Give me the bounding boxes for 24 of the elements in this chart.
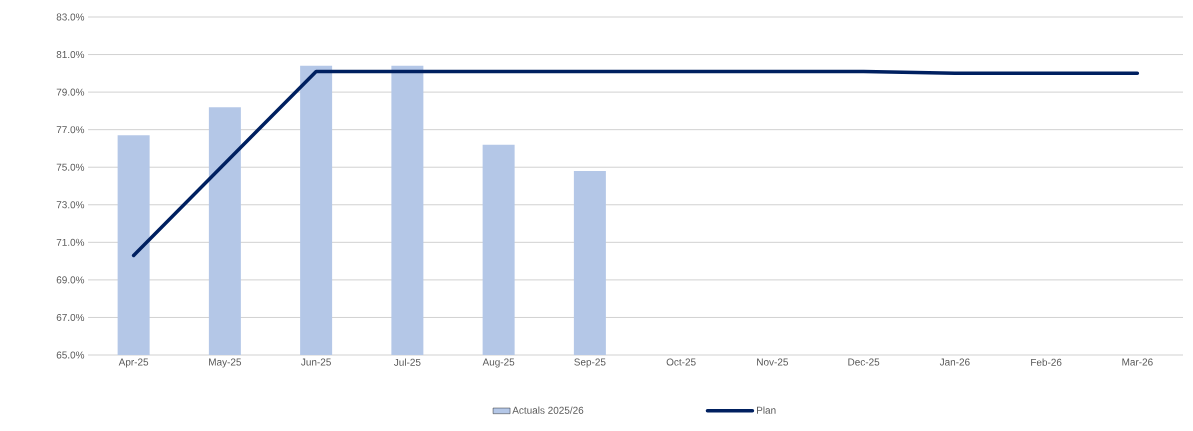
x-tick-label: Jan-26 bbox=[939, 358, 970, 366]
x-tick-label: Jul-25 bbox=[393, 358, 421, 366]
legend-label: Plan bbox=[757, 406, 776, 414]
x-tick-label: Jun-25 bbox=[301, 358, 331, 366]
x-tick-label: Sep-25 bbox=[574, 358, 606, 368]
y-tick-label: 75.0% bbox=[56, 163, 85, 171]
x-tick-label: Mar-26 bbox=[1122, 358, 1153, 366]
x-tick-label: Feb-26 bbox=[1031, 358, 1062, 366]
x-tick-label: Apr-25 bbox=[118, 358, 149, 368]
y-tick-label: 73.0% bbox=[56, 201, 85, 209]
y-tick-label: 67.0% bbox=[56, 313, 85, 321]
x-tick-label: Dec-25 bbox=[848, 358, 880, 366]
y-tick-label: 81.0% bbox=[56, 51, 85, 59]
y-tick-label: 77.0% bbox=[56, 126, 85, 134]
legend-label: Actuals 2025/26 bbox=[512, 406, 584, 414]
y-tick-label: 69.0% bbox=[56, 276, 85, 284]
x-tick-label: Oct-25 bbox=[666, 358, 696, 366]
x-tick-label: May-25 bbox=[209, 358, 242, 368]
y-tick-label: 65.0% bbox=[56, 351, 85, 359]
y-tick-label: 79.0% bbox=[56, 88, 85, 96]
y-tick-label: 83.0% bbox=[56, 13, 85, 21]
x-tick-label: Nov-25 bbox=[757, 358, 789, 366]
x-tick-label: Aug-25 bbox=[482, 358, 515, 368]
y-tick-label: 71.0% bbox=[56, 238, 85, 246]
